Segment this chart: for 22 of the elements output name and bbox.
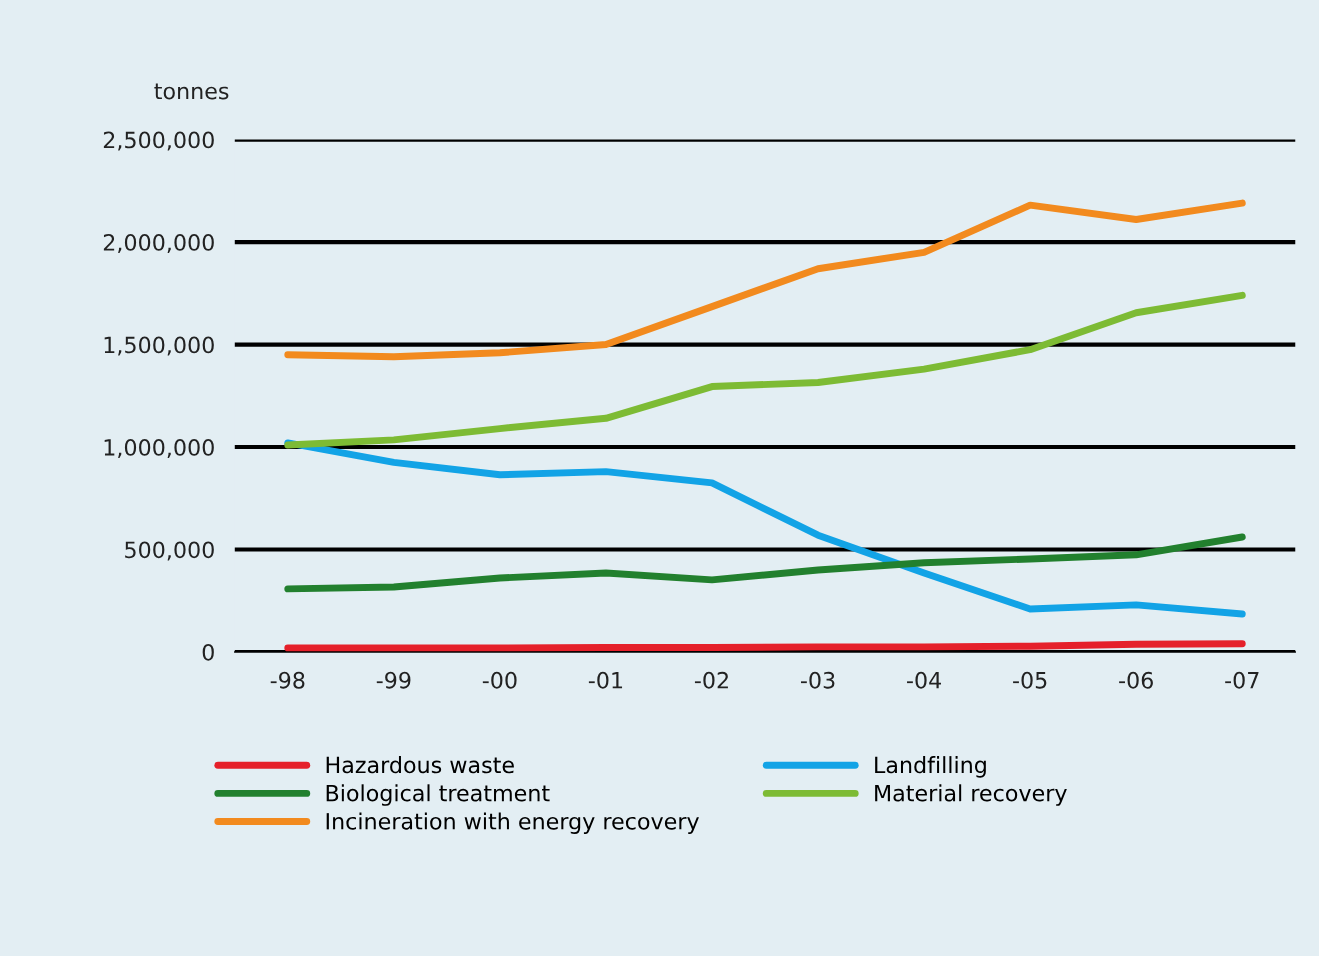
y-tick-label: 500,000: [125, 541, 214, 561]
x-tick-label: -02: [694, 671, 728, 689]
x-tick-label: -01: [588, 671, 623, 689]
x-tick-label: -03: [800, 671, 835, 689]
legend-label: Material recovery: [875, 784, 1067, 806]
legend-label: Hazardous waste: [326, 756, 514, 774]
x-tick-label: -00: [482, 671, 517, 689]
x-tick-label: -99: [376, 671, 411, 689]
x-tick-label: -04: [907, 671, 941, 689]
y-tick-label: 2,500,000: [103, 131, 214, 151]
x-tick-label: -05: [1013, 671, 1047, 689]
legend-label: Biological treatment: [326, 784, 550, 806]
x-tick-label: -06: [1119, 671, 1153, 689]
y-tick-label: 0: [202, 643, 214, 661]
y-axis-title: tonnes: [154, 83, 229, 100]
legend-label: Landfilling: [875, 756, 986, 778]
y-tick-label: 2,000,000: [103, 234, 214, 254]
x-tick-label: -07: [1225, 671, 1259, 689]
legend-label: Incineration with energy recovery: [326, 812, 699, 834]
x-tick-label: -98: [270, 671, 305, 689]
y-tick-label: 1,500,000: [104, 336, 214, 356]
y-tick-label: 1,000,000: [104, 438, 214, 459]
